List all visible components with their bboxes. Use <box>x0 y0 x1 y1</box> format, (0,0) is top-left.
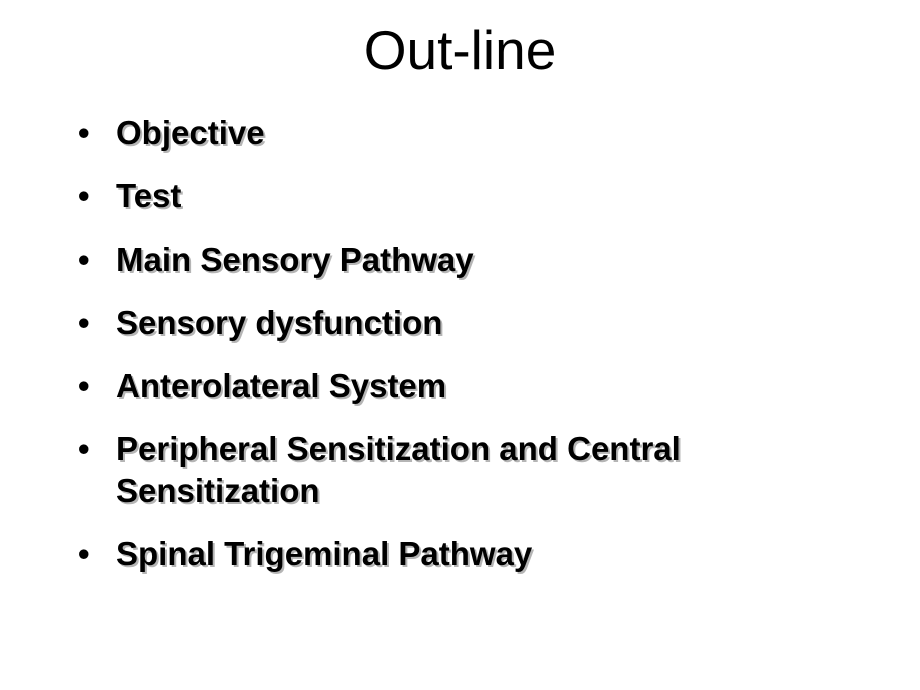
list-item: Main Sensory Pathway Main Sensory Pathwa… <box>78 239 860 280</box>
bullet-text: Spinal Trigeminal Pathway <box>116 535 532 572</box>
bullet-text: Main Sensory Pathway <box>116 241 474 278</box>
bullet-text: Anterolateral System <box>116 367 446 404</box>
list-item: Anterolateral System Anterolateral Syste… <box>78 365 860 406</box>
list-item: Spinal Trigeminal Pathway Spinal Trigemi… <box>78 533 860 574</box>
bullet-text-shadow: Test <box>118 177 860 218</box>
slide-title: Out-line <box>0 0 920 112</box>
list-item: Objective Objective <box>78 112 860 153</box>
bullet-list: Objective Objective Test Test Main Senso… <box>0 112 920 574</box>
list-item: Peripheral Sensitization and Central Sen… <box>78 428 860 511</box>
slide: Out-line Objective Objective Test Test M… <box>0 0 920 690</box>
list-item: Test Test <box>78 175 860 216</box>
bullet-text: Objective <box>116 114 265 151</box>
bullet-text: Sensory dysfunction <box>116 304 442 341</box>
bullet-text: Test <box>116 177 181 214</box>
list-item: Sensory dysfunction Sensory dysfunction <box>78 302 860 343</box>
